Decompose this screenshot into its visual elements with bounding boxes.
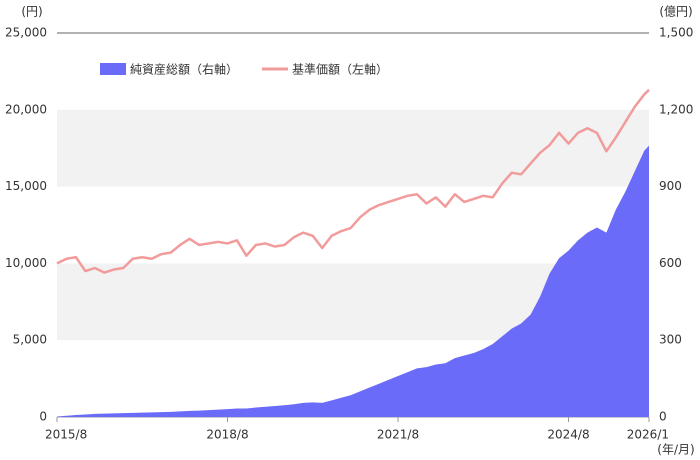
legend-label: 純資産総額（右軸） bbox=[130, 62, 238, 77]
y-tick-label: 25,000 bbox=[5, 26, 47, 40]
y2-unit: (億円) bbox=[659, 5, 692, 19]
y2-tick-label: 600 bbox=[659, 256, 682, 270]
line bbox=[56, 88, 650, 274]
legend-swatch bbox=[100, 63, 126, 75]
y2-tick-label: 1,200 bbox=[659, 102, 693, 116]
y-tick-label: 5,000 bbox=[13, 333, 47, 347]
y-tick-label: 10,000 bbox=[5, 256, 47, 270]
y2-tick-label: 1,500 bbox=[659, 26, 693, 40]
y2-tick-label: 900 bbox=[659, 179, 682, 193]
y-tick-label: 15,000 bbox=[5, 179, 47, 193]
y-tick-label: 20,000 bbox=[5, 102, 47, 116]
x-tick-label: 2026/1 bbox=[627, 428, 669, 442]
y-unit: (円) bbox=[21, 5, 42, 19]
x-tick-label: 2024/8 bbox=[547, 428, 589, 442]
y2-tick-label: 0 bbox=[659, 410, 667, 424]
x-tick-label: 2015/8 bbox=[45, 428, 87, 442]
y2-tick-label: 300 bbox=[659, 333, 682, 347]
y-tick-label: 0 bbox=[39, 410, 47, 424]
grid-band bbox=[57, 109, 649, 187]
legend-label: 基準価額（左軸） bbox=[292, 62, 388, 77]
x-tick-label: 2018/8 bbox=[206, 428, 248, 442]
x-tick-label: 2021/8 bbox=[377, 428, 419, 442]
x-unit: (年/月) bbox=[657, 443, 694, 457]
area bbox=[57, 145, 649, 417]
